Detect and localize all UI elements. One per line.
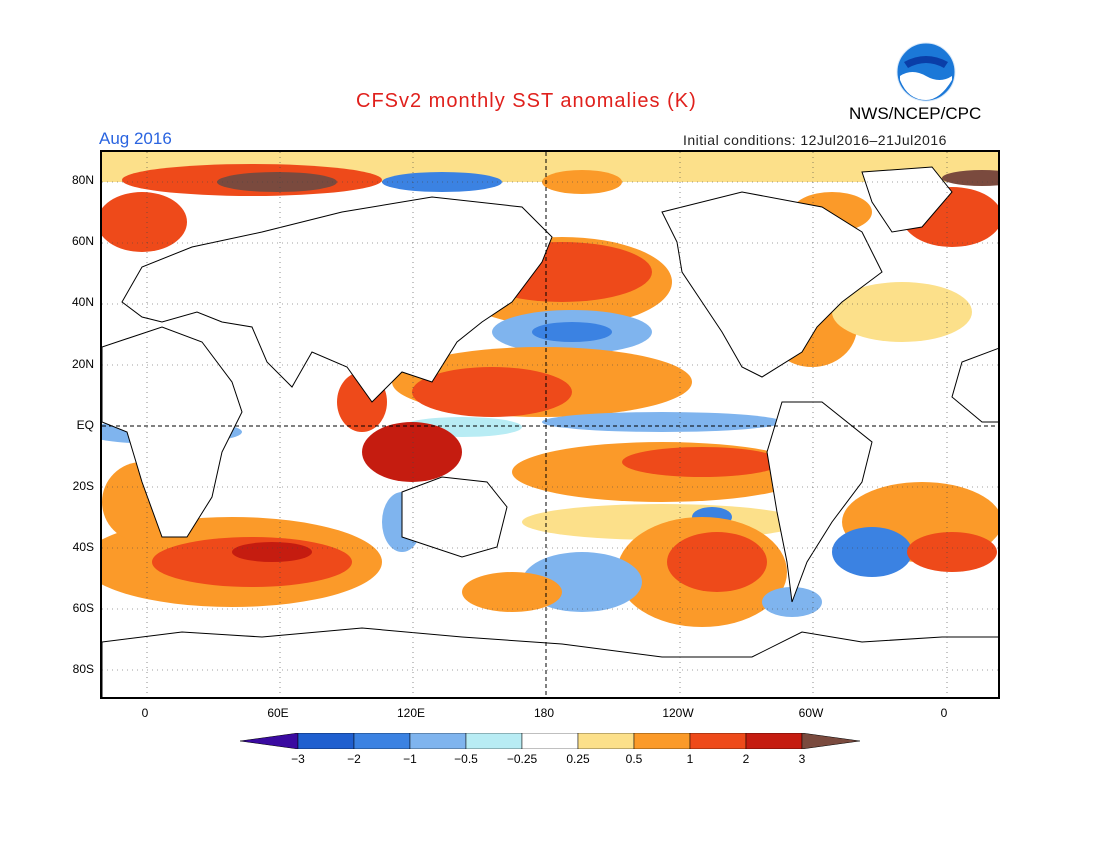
lat-label: 20S bbox=[72, 479, 94, 493]
lon-label: 0 bbox=[141, 706, 149, 720]
colorbar-label: 1 bbox=[686, 752, 694, 766]
lon-label: 180 bbox=[533, 706, 555, 720]
colorbar-label: 0.25 bbox=[566, 752, 590, 766]
lat-label: 60S bbox=[72, 601, 94, 615]
lat-label: 80N bbox=[71, 173, 94, 187]
lat-label: 20N bbox=[71, 357, 94, 371]
colorbar-swatch bbox=[745, 733, 803, 749]
sst-field bbox=[102, 152, 998, 697]
colorbar-swatch bbox=[297, 733, 355, 749]
colorbar-swatch bbox=[521, 733, 579, 749]
colorbar-label: −3 bbox=[291, 752, 305, 766]
colorbar-label: −2 bbox=[347, 752, 361, 766]
colorbar-label: −1 bbox=[403, 752, 417, 766]
anomaly-field bbox=[102, 152, 998, 627]
lat-label: 40N bbox=[71, 295, 94, 309]
colorbar bbox=[240, 733, 860, 749]
agency-label: NWS/NCEP/CPC bbox=[849, 104, 982, 123]
initial-conditions: Initial conditions: 12Jul2016–21Jul2016 bbox=[683, 132, 947, 148]
colorbar-label: 0.5 bbox=[625, 752, 643, 766]
lon-label: 120E bbox=[396, 706, 426, 720]
colorbar-swatch bbox=[689, 733, 747, 749]
graticule bbox=[102, 152, 998, 697]
lat-label: 80S bbox=[72, 662, 94, 676]
lat-label: 60N bbox=[71, 234, 94, 248]
colorbar-swatch bbox=[801, 733, 860, 749]
map-title: CFSv2 monthly SST anomalies (K) bbox=[356, 90, 697, 112]
colorbar-label: −0.5 bbox=[454, 752, 478, 766]
lon-label: 60W bbox=[798, 706, 824, 720]
forecast-month: Aug 2016 bbox=[99, 129, 172, 148]
colorbar-label: −0.25 bbox=[506, 752, 538, 766]
colorbar-swatch bbox=[633, 733, 691, 749]
colorbar-swatch bbox=[240, 733, 299, 749]
colorbar-swatch bbox=[409, 733, 467, 749]
lon-label: 60E bbox=[267, 706, 289, 720]
colorbar-label: 3 bbox=[798, 752, 806, 766]
sst-anomaly-map bbox=[100, 150, 1000, 699]
colorbar-swatch bbox=[353, 733, 411, 749]
colorbar-label: 2 bbox=[742, 752, 750, 766]
lat-label: 40S bbox=[72, 540, 94, 554]
lon-label: 0 bbox=[940, 706, 948, 720]
lat-label: EQ bbox=[76, 418, 94, 432]
noaa-logo-icon bbox=[896, 42, 956, 102]
continents bbox=[102, 166, 998, 697]
colorbar-swatch bbox=[465, 733, 523, 749]
colorbar-swatch bbox=[577, 733, 635, 749]
lon-label: 120W bbox=[662, 706, 694, 720]
equator-dateline bbox=[102, 152, 998, 697]
